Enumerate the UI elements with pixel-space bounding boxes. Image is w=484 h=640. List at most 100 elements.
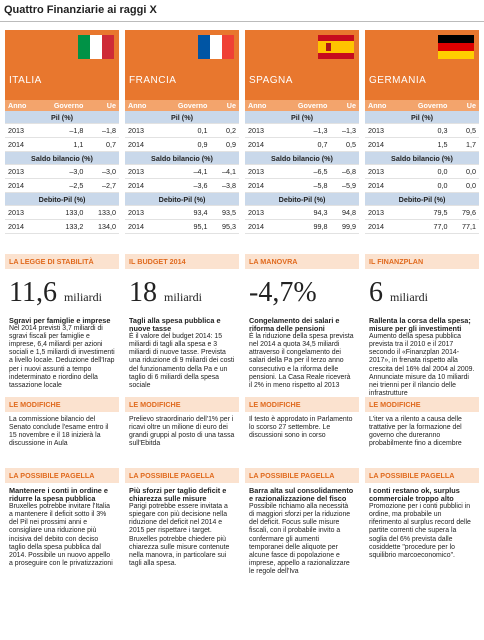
data-row: 2014 0,0 0,0 [365,178,479,193]
data-cell: 93,5 [210,205,239,220]
section-label: LA POSSIBILE PAGELLA [245,468,359,483]
section-row: Pil (%) [125,111,239,124]
budget-body: Aumento della spesa pubblica prevista tr… [369,333,475,397]
data-cell: 2014 [245,219,280,234]
data-row: 2013 79,5 79,6 [365,205,479,220]
section-row: Debito-Pil (%) [365,192,479,206]
title-rule [0,21,484,22]
changes-text: La commissione bilancio del Senato concl… [9,416,109,448]
flag [78,35,114,59]
data-row: 2013 –1,3 –1,3 [245,123,359,138]
data-cell: 2014 [5,178,39,193]
data-cell: –1,8 [38,123,87,138]
big-figure: 6 miliardi [365,269,479,317]
data-cell: 77,0 [399,219,451,234]
section-label: LE MODIFICHE [245,397,359,412]
section-label: LA MANOVRA [245,254,359,269]
data-cell: 0,1 [159,123,211,138]
section-label: Debito-Pil (%) [365,192,479,206]
report-text: Mantenere i conti in ordine e ridurre la… [5,483,119,568]
data-cell: 2013 [125,205,160,220]
section-row: Pil (%) [365,111,479,124]
data-cell: 2013 [5,123,39,138]
data-cell: 77,1 [450,219,479,234]
data-table: Anno Governo Ue Pil (%) 2013 –1,8 –1,8 2014 1,1 0… [5,100,119,234]
data-cell: 1,5 [399,137,451,152]
report-heading: I conti restano ok, surplus commerciale … [369,486,460,504]
report-heading: Barra alta sul consolidamento e razional… [249,486,354,504]
data-cell: 2014 [125,137,160,152]
data-row: 2014 –5,8 –5,9 [245,178,359,193]
data-row: 2013 133,0 133,0 [5,205,119,220]
header-cell: Ue [330,100,359,111]
data-cell: 99,9 [330,219,359,234]
data-table: Anno Governo Ue Pil (%) 2013 –1,3 –1,3 2014 0,7 0… [245,100,359,234]
data-row: 2013 94,3 94,8 [245,205,359,220]
data-row: 2013 0,0 0,0 [365,164,479,179]
data-cell: –2,7 [86,178,119,193]
big-figure: 11,6 miliardi [5,269,119,317]
changes-text: Il testo è approdato in Parlamento lo sc… [249,416,353,440]
country-column: SPAGNA Anno Governo Ue Pil (%) 2013 –1,3 –1,3 20… [245,30,359,638]
data-row: 2014 95,1 95,3 [125,219,239,234]
data-cell: –5,9 [330,178,359,193]
country-header: FRANCIA [125,30,239,100]
data-cell: 134,0 [86,219,119,234]
data-cell: 2013 [365,205,400,220]
data-cell: 95,3 [210,219,239,234]
section-label: LA POSSIBILE PAGELLA [5,468,119,483]
data-cell: 2014 [5,137,39,152]
data-cell: –4,1 [210,164,239,179]
section-label: Pil (%) [5,111,119,124]
figure-unit: miliardi [164,290,202,304]
section-label: LA POSSIBILE PAGELLA [125,468,239,483]
section-row: Saldo bilancio (%) [245,151,359,165]
section-row: Pil (%) [245,111,359,124]
section-label: Debito-Pil (%) [245,192,359,206]
report-text: I conti restano ok, surplus commerciale … [365,483,479,560]
report-text: Barra alta sul consolidamento e razional… [245,483,359,576]
data-cell: 0,5 [450,123,479,138]
data-cell: 79,5 [399,205,451,220]
data-cell: 0,9 [210,137,239,152]
data-cell: –3,0 [38,164,87,179]
figure-unit: miliardi [63,290,102,304]
data-cell: 2014 [245,178,280,193]
report-body: Parigi potrebbe essere invitata a spiega… [129,503,230,567]
data-row: 2014 1,5 1,7 [365,137,479,152]
country-column: ITALIA Anno Governo Ue Pil (%) 2013 –1,8 –1,8 20… [5,30,119,638]
section-label: Saldo bilancio (%) [125,151,239,165]
data-cell: –6,5 [279,164,331,179]
header-cell: Ue [450,100,479,111]
data-row: 2014 77,0 77,1 [365,219,479,234]
header-cell: Governo [279,100,331,111]
data-row: 2013 –3,0 –3,0 [5,164,119,179]
section-row: Saldo bilancio (%) [365,151,479,165]
section-row: Debito-Pil (%) [5,192,119,206]
header-cell: Governo [38,100,87,111]
data-cell: 2014 [125,178,160,193]
section-label: Saldo bilancio (%) [5,151,119,165]
data-cell: 0,0 [399,178,451,193]
figure-unit: miliardi [390,290,428,304]
budget-text: Congelamento dei salari e riforma delle … [245,317,359,397]
section-row: Debito-Pil (%) [245,192,359,206]
data-cell: 79,6 [450,205,479,220]
data-cell: 133,2 [38,219,87,234]
data-cell: 0,2 [210,123,239,138]
data-cell: –3,8 [210,178,239,193]
report-heading: Mantenere i conti in ordine e ridurre la… [9,486,108,504]
section-label: Pil (%) [365,111,479,124]
header-cell: Ue [86,100,119,111]
data-cell: 0,7 [86,137,119,152]
data-cell: –6,8 [330,164,359,179]
budget-text: Rallenta la corsa della spesa; misure pe… [365,317,479,397]
section-label: IL BUDGET 2014 [125,254,239,269]
budget-body: È la riduzione della spesa prevista nel … [249,333,354,389]
section-row: Debito-Pil (%) [125,192,239,206]
changes-text: L'iter va a rilento a causa delle tratta… [369,416,462,448]
data-cell: 95,1 [159,219,211,234]
section-label: Saldo bilancio (%) [245,151,359,165]
data-cell: –1,3 [279,123,331,138]
